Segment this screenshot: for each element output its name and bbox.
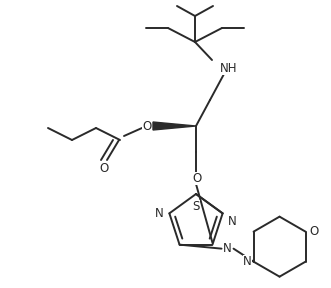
Text: NH: NH: [220, 62, 238, 75]
Text: O: O: [99, 162, 109, 175]
Text: N: N: [228, 215, 237, 228]
Text: N: N: [155, 207, 164, 220]
Text: O: O: [142, 120, 152, 132]
Text: N: N: [223, 242, 232, 255]
Text: N: N: [243, 255, 252, 268]
Text: O: O: [192, 171, 202, 185]
Text: S: S: [192, 200, 200, 213]
Text: O: O: [309, 225, 318, 238]
Polygon shape: [153, 122, 196, 130]
